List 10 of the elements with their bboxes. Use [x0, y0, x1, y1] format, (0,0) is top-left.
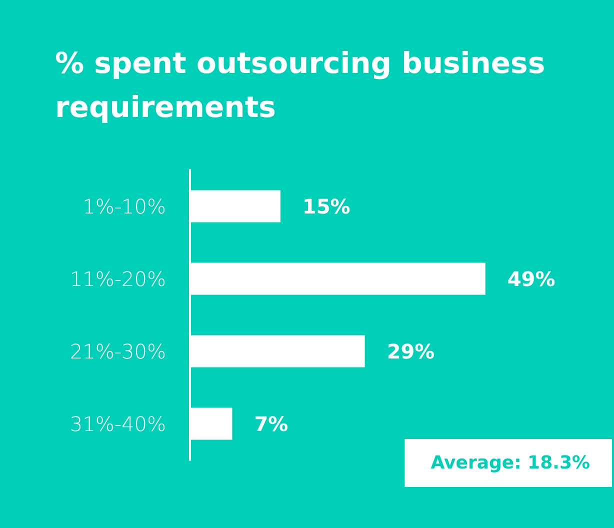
data-label: 15%	[302, 194, 350, 218]
y-tick-label: 11%-20%	[70, 266, 166, 291]
data-label: 29%	[386, 339, 435, 364]
chart-title: % spent outsourcing business requirements	[55, 46, 556, 124]
y-tick-label: 1%-10%	[82, 194, 166, 218]
data-label: 7%	[254, 412, 288, 436]
y-tick-label: 31%-40%	[70, 412, 166, 436]
data-label: 49%	[507, 266, 556, 291]
annotation: Average: 18.3%	[430, 452, 590, 474]
y-tick-label: 21%-30%	[70, 339, 166, 364]
